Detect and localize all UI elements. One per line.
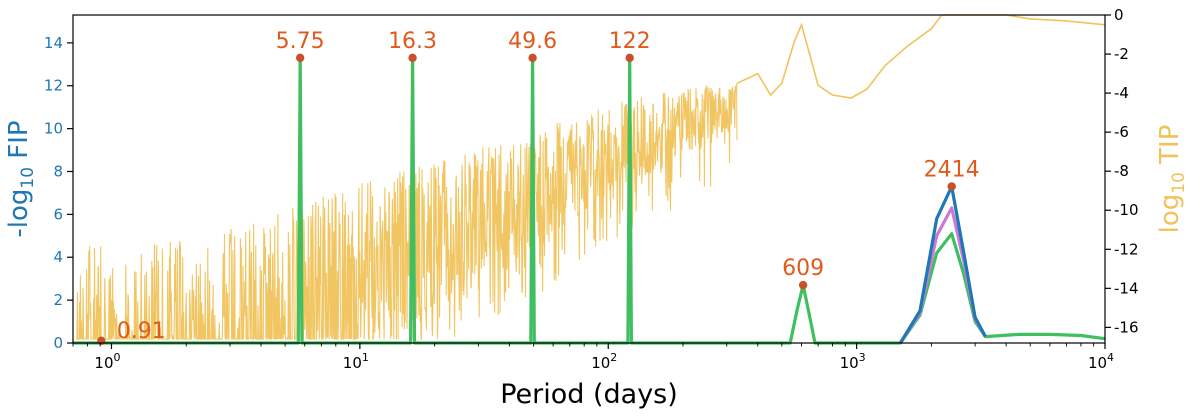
y-right-tick-label--16: -16 [1114, 318, 1139, 336]
x-tick-label-4: 104 [1088, 351, 1114, 372]
y-left-tick-label-0: 0 [53, 334, 63, 352]
y-left-tick-label-4: 4 [53, 248, 63, 266]
x-axis-title: Period (days) [500, 379, 678, 410]
peak-label-609: 609 [782, 256, 824, 281]
y-left-tick-label-10: 10 [44, 120, 63, 138]
y-left-sub: 10 [18, 167, 38, 189]
x-tick-label-3: 103 [840, 351, 866, 372]
y-right-tick-label--12: -12 [1114, 240, 1139, 258]
y-axis-left-title: -log10 FIP [4, 120, 38, 237]
y-right-tick-label--14: -14 [1114, 279, 1139, 297]
y-left-tick-label-14: 14 [44, 34, 63, 52]
peak-marker-49-6 [528, 53, 537, 63]
x-tick-label-1: 101 [343, 351, 369, 372]
y-left-tick-label-12: 12 [44, 77, 63, 95]
peak-marker-0-91 [97, 336, 106, 346]
peak-marker-5-75 [295, 53, 305, 63]
axis-layer: 100 101 102 103 104 0 2 4 6 8 10 12 14 0 -2 -4 -6 -8 -10 -1… [44, 6, 1139, 372]
peak-label-49-6: 49.6 [508, 29, 557, 54]
y-right-tick-label--8: -8 [1114, 162, 1129, 180]
peak-label-0-91: 0.91 [117, 319, 166, 344]
y-right-tick-label--6: -6 [1114, 123, 1129, 141]
y-left-suffix: FIP [4, 120, 34, 167]
peak-label-122: 122 [609, 29, 651, 54]
peak-marker-2414 [947, 182, 956, 191]
y-right-tick-label--10: -10 [1114, 201, 1139, 219]
y-right-prefix: log [1155, 194, 1185, 234]
y-left-tick-label-8: 8 [53, 162, 63, 180]
tip-smooth-line [736, 14, 1106, 99]
y-left-tick-label-6: 6 [53, 205, 63, 223]
y-right-tick-label-0: 0 [1114, 6, 1124, 24]
x-tick-label-2: 102 [591, 351, 617, 372]
y-right-tick-label--4: -4 [1114, 84, 1129, 102]
plot-frame [72, 14, 1106, 344]
peak-label-layer: 0.91 5.75 16.3 49.6 122 609 2414 [97, 29, 980, 346]
x-tick-label-0: 100 [94, 351, 120, 372]
peak-label-2414: 2414 [924, 158, 980, 183]
peak-label-5-75: 5.75 [276, 29, 325, 54]
y-right-suffix: TIP [1155, 125, 1185, 173]
y-axis-right-title: log10 TIP [1155, 125, 1189, 234]
peak-label-16-3: 16.3 [388, 29, 437, 54]
y-right-tick-label--2: -2 [1114, 45, 1129, 63]
tip-noise-line [76, 83, 738, 340]
y-left-prefix: -log [4, 189, 34, 238]
peak-marker-16-3 [408, 53, 417, 63]
peak-marker-609 [798, 280, 808, 290]
y-left-tick-label-2: 2 [53, 291, 63, 309]
fip-series-line-3 [899, 184, 987, 344]
y-right-sub: 10 [1169, 172, 1189, 194]
peak-marker-122 [625, 53, 634, 63]
